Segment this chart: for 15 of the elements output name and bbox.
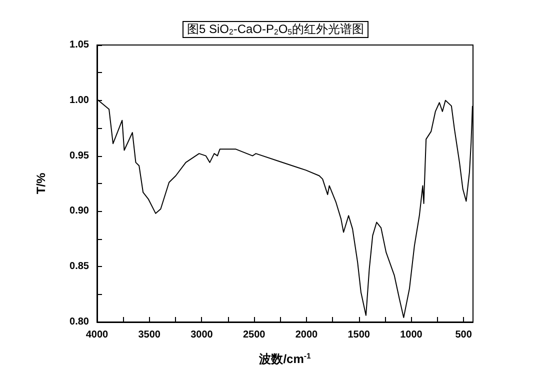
x-tick-label: 4000 [86,330,109,340]
x-tick-label: 3000 [190,330,214,340]
y-axis-title: T/% [34,172,48,194]
x-tick-label: 1000 [400,330,423,340]
y-tick-label: 0.95 [70,150,90,162]
y-tick-label: 0.80 [70,316,90,328]
y-tick-label: 1.00 [70,94,90,106]
x-tick-label: 2000 [295,330,318,340]
x-tick-label: 500 [455,330,472,340]
y-tick-label: 0.85 [70,261,90,272]
x-tick-label: 2500 [242,330,266,340]
y-tick-label: 1.05 [70,40,90,50]
x-tick-label: 1500 [348,330,370,340]
y-tick-label: 0.90 [70,206,90,217]
x-tick-label: 3500 [138,330,161,340]
